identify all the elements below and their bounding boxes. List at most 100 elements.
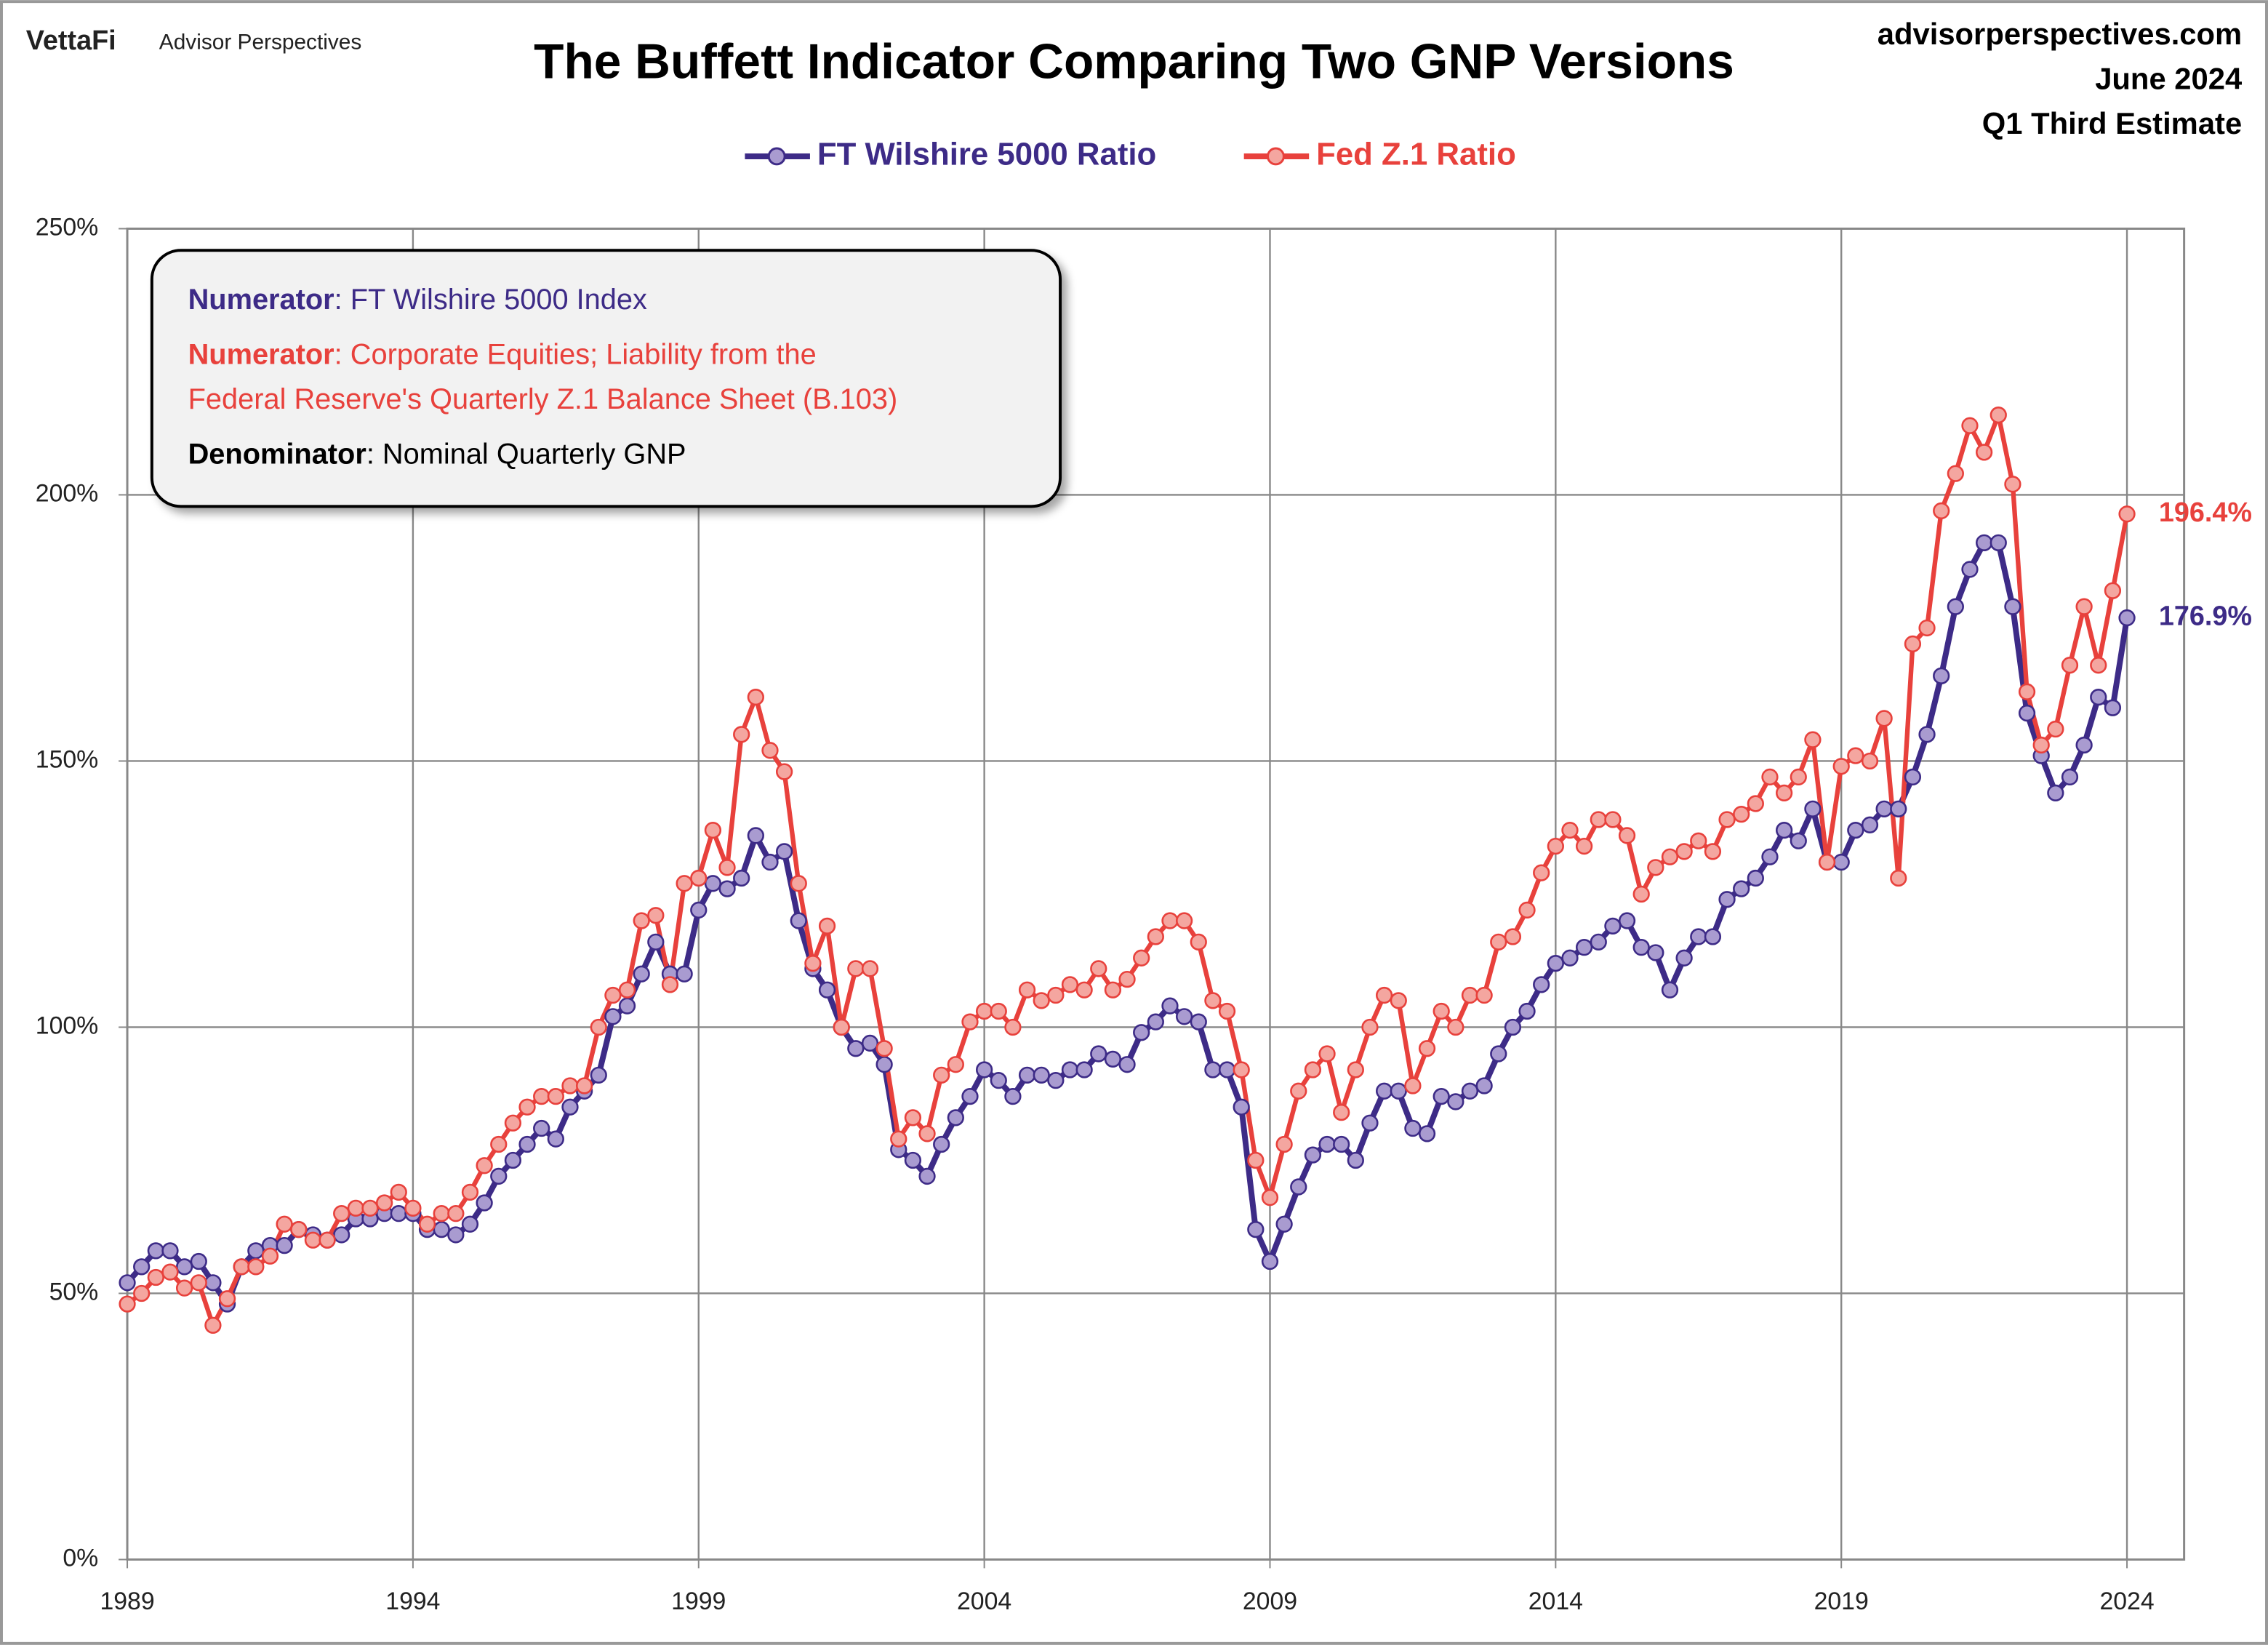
data-point <box>1061 976 1079 993</box>
data-point <box>1490 1045 1507 1062</box>
data-point <box>1961 417 1979 434</box>
data-point <box>847 960 865 977</box>
data-point <box>1390 1082 1407 1100</box>
data-point <box>1418 1040 1436 1057</box>
data-point <box>775 763 793 780</box>
data-point <box>175 1258 193 1276</box>
y-tick-label: 50% <box>49 1278 99 1305</box>
data-point <box>1090 1045 1107 1062</box>
data-point <box>990 1002 1007 1020</box>
data-point <box>847 1040 865 1057</box>
data-point <box>1718 891 1736 908</box>
brand-logo: VettaFi <box>26 25 116 56</box>
data-point <box>575 1077 593 1094</box>
data-point <box>1904 635 1922 653</box>
data-point <box>1875 710 1893 727</box>
data-point <box>1661 981 1679 998</box>
data-point <box>1047 1072 1065 1089</box>
data-point <box>133 1284 151 1302</box>
data-point <box>890 1130 907 1148</box>
data-point <box>1261 1189 1279 1206</box>
data-point <box>604 986 622 1004</box>
data-point <box>1918 726 1936 743</box>
data-point <box>390 1183 407 1201</box>
end-label: 176.9% <box>2159 601 2252 632</box>
y-tick-label: 0% <box>63 1544 98 1572</box>
data-point <box>1861 752 1879 770</box>
data-point <box>1975 444 1993 461</box>
data-point <box>1218 1002 1236 1020</box>
data-point <box>361 1199 379 1217</box>
data-point <box>618 997 636 1014</box>
data-point <box>1547 837 1564 855</box>
data-point <box>1832 853 1850 871</box>
data-point <box>1890 800 1907 817</box>
data-point <box>433 1205 450 1222</box>
data-point <box>2047 720 2064 738</box>
data-point <box>1147 1013 1164 1030</box>
data-point <box>2061 657 2079 674</box>
y-tick-label: 150% <box>36 745 98 773</box>
end-label: 196.4% <box>2159 497 2252 528</box>
data-point <box>1004 1018 1022 1036</box>
data-point <box>119 1295 136 1313</box>
data-point <box>775 843 793 860</box>
data-point <box>247 1242 265 1260</box>
data-point <box>1047 986 1065 1004</box>
data-point <box>1533 864 1550 881</box>
annotation-line: : Corporate Equities; Liability from the <box>334 338 817 370</box>
data-point <box>1775 821 1793 839</box>
data-point <box>1775 784 1793 802</box>
data-point <box>161 1263 179 1281</box>
data-point <box>2118 505 2136 523</box>
data-point <box>1961 561 1979 578</box>
data-point <box>833 1018 850 1036</box>
data-point <box>290 1220 308 1238</box>
data-point <box>1432 1087 1450 1105</box>
data-point <box>175 1279 193 1297</box>
data-point <box>1318 1135 1336 1153</box>
data-point <box>1675 843 1693 860</box>
y-tick-label: 200% <box>36 479 98 507</box>
data-point <box>261 1247 279 1265</box>
data-point <box>233 1258 250 1276</box>
data-point <box>1275 1135 1293 1153</box>
data-point <box>1033 1066 1050 1084</box>
data-point <box>2104 699 2122 716</box>
annotation-text: Denominator: Nominal Quarterly GNP <box>188 438 686 470</box>
data-point <box>1147 928 1164 945</box>
data-point <box>933 1066 950 1084</box>
data-point <box>2018 704 2036 722</box>
data-point <box>304 1231 322 1249</box>
annotation-text: Numerator: Corporate Equities; Liability… <box>188 338 898 415</box>
data-point <box>390 1205 407 1222</box>
data-point <box>1218 1061 1236 1078</box>
data-point <box>2061 768 2079 786</box>
data-point <box>1875 800 1893 817</box>
data-point <box>1090 960 1107 977</box>
data-point <box>547 1087 564 1105</box>
estimate: Q1 Third Estimate <box>1982 106 2242 140</box>
data-point <box>1890 869 1907 887</box>
data-point <box>747 688 764 706</box>
data-point <box>504 1114 522 1132</box>
data-point <box>1461 986 1479 1004</box>
data-point <box>1333 1135 1350 1153</box>
data-point <box>1333 1103 1350 1121</box>
chart-title: The Buffett Indicator Comparing Two GNP … <box>534 35 1734 89</box>
data-point <box>1247 1220 1265 1238</box>
x-tick-label: 2019 <box>1814 1588 1869 1615</box>
x-tick-label: 1989 <box>100 1588 154 1615</box>
data-point <box>1975 534 1993 551</box>
y-tick-label: 250% <box>36 213 98 241</box>
data-point <box>1075 1061 1093 1078</box>
data-point <box>1033 992 1050 1009</box>
data-point <box>1404 1119 1422 1137</box>
annotation-line: Federal Reserve's Quarterly Z.1 Balance … <box>188 383 898 415</box>
data-point <box>2104 582 2122 599</box>
data-point <box>2118 609 2136 627</box>
data-point <box>1318 1045 1336 1062</box>
data-point <box>1161 912 1179 929</box>
